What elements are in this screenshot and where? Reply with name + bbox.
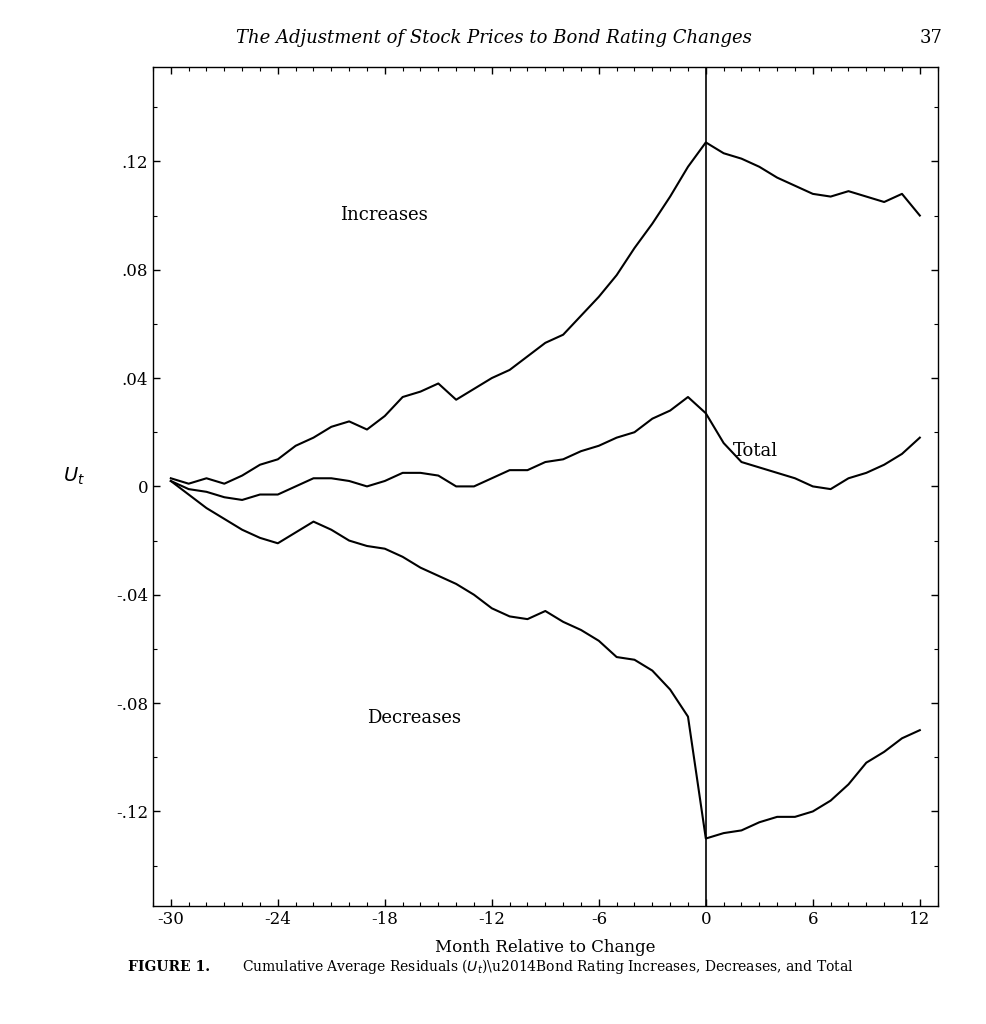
X-axis label: Month Relative to Change: Month Relative to Change — [435, 939, 655, 956]
Text: Increases: Increases — [340, 206, 428, 223]
Text: 37: 37 — [919, 29, 942, 47]
Text: FIGURE 1.: FIGURE 1. — [128, 959, 210, 974]
Text: Cumulative Average Residuals ($U_t$)\u2014Bond Rating Increases, Decreases, and : Cumulative Average Residuals ($U_t$)\u20… — [242, 956, 853, 976]
Text: $U_t$: $U_t$ — [63, 466, 85, 486]
Text: The Adjustment of Stock Prices to Bond Rating Changes: The Adjustment of Stock Prices to Bond R… — [236, 29, 750, 47]
Text: Decreases: Decreases — [367, 709, 460, 726]
Text: Total: Total — [732, 442, 777, 460]
